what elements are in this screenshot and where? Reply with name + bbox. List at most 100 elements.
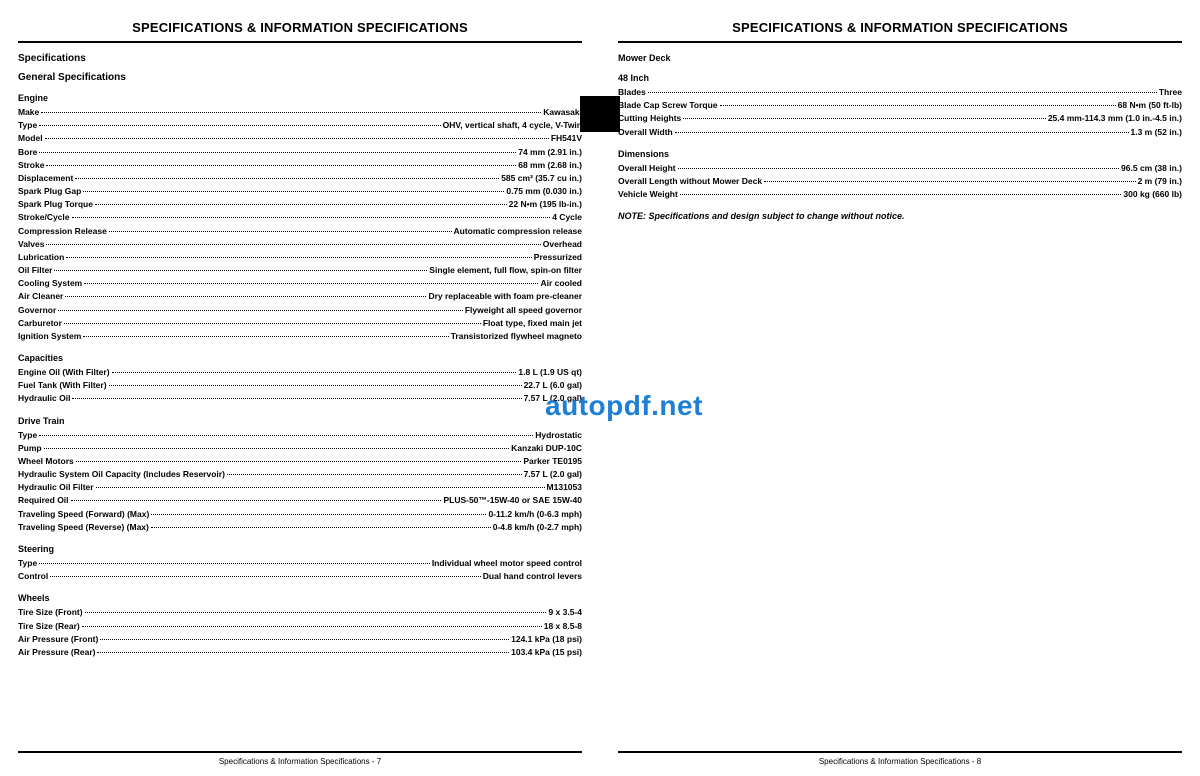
spec-label: Stroke/Cycle	[18, 211, 70, 224]
spec-dots	[227, 474, 522, 475]
spec-value: 7.57 L (2.0 gal)	[524, 392, 582, 405]
spec-dots	[39, 435, 533, 436]
spec-row: Compression ReleaseAutomatic compression…	[18, 225, 582, 238]
spec-value: OHV, vertical shaft, 4 cycle, V-Twin	[443, 119, 582, 132]
spec-dots	[76, 461, 522, 462]
spec-dots	[50, 576, 481, 577]
spec-dots	[66, 257, 532, 258]
group-engine-title: Engine	[18, 93, 582, 103]
spec-value: 18 x 8.5-8	[544, 620, 582, 633]
spec-dots	[75, 178, 499, 179]
spec-row: ControlDual hand control levers	[18, 570, 582, 583]
spec-dots	[71, 500, 442, 501]
spec-value: Overhead	[543, 238, 582, 251]
spec-row: Wheel MotorsParker TE0195	[18, 455, 582, 468]
spec-dots	[41, 112, 541, 113]
spec-label: Air Pressure (Front)	[18, 633, 98, 646]
spec-row: Overall Height96.5 cm (38 in.)	[618, 162, 1182, 175]
spec-dots	[46, 165, 516, 166]
spec-value: Dry replaceable with foam pre-cleaner	[428, 290, 582, 303]
spec-row: Make Kawasaki	[18, 106, 582, 119]
group-dimensions-title: Dimensions	[618, 149, 1182, 159]
spec-label: Make	[18, 106, 39, 119]
spec-row: Air Pressure (Front)124.1 kPa (18 psi)	[18, 633, 582, 646]
spec-row: Vehicle Weight300 kg (660 lb)	[618, 188, 1182, 201]
spec-row: Overall Length without Mower Deck2 m (79…	[618, 175, 1182, 188]
spec-label: Overall Height	[618, 162, 676, 175]
spec-value: 68 N•m (50 ft-lb)	[1118, 99, 1182, 112]
spec-row: Displacement 585 cm³ (35.7 cu in.)	[18, 172, 582, 185]
spec-label: Oil Filter	[18, 264, 52, 277]
spec-dots	[72, 398, 521, 399]
group-wheels-rows: Tire Size (Front)9 x 3.5-4Tire Size (Rea…	[18, 606, 582, 659]
spec-label: Overall Width	[618, 126, 673, 139]
spec-label: Type	[18, 119, 37, 132]
spec-dots	[39, 563, 430, 564]
spec-label: Model	[18, 132, 43, 145]
spec-row: Hydraulic Oil 7.57 L (2.0 gal)	[18, 392, 582, 405]
spec-row: Hydraulic System Oil Capacity (Includes …	[18, 468, 582, 481]
spec-dots	[54, 270, 427, 271]
spec-row: Cooling SystemAir cooled	[18, 277, 582, 290]
spec-value: 0.75 mm (0.030 in.)	[506, 185, 582, 198]
spec-value: 1.3 m (52 in.)	[1131, 126, 1183, 139]
spec-label: Wheel Motors	[18, 455, 74, 468]
spec-row: TypeHydrostatic	[18, 429, 582, 442]
group-mowerdeck-title: Mower Deck	[618, 53, 1182, 63]
spec-label: Cutting Heights	[618, 112, 681, 125]
spec-dots	[85, 612, 547, 613]
spec-value: 103.4 kPa (15 psi)	[511, 646, 582, 659]
spec-label: Valves	[18, 238, 44, 251]
group-steering-title: Steering	[18, 544, 582, 554]
spec-dots	[100, 639, 509, 640]
spec-label: Displacement	[18, 172, 73, 185]
spec-label: Governor	[18, 304, 56, 317]
spec-value: 4 Cycle	[552, 211, 582, 224]
black-square-decoration	[580, 96, 620, 132]
spec-label: Fuel Tank (With Filter)	[18, 379, 107, 392]
spec-row: Tire Size (Rear)18 x 8.5-8	[18, 620, 582, 633]
spec-label: Hydraulic Oil	[18, 392, 70, 405]
spec-value: Single element, full flow, spin-on filte…	[429, 264, 582, 277]
spec-value: 0-4.8 km/h (0-2.7 mph)	[493, 521, 582, 534]
spec-dots	[764, 181, 1136, 182]
spec-label: Cooling System	[18, 277, 82, 290]
spec-label: Lubrication	[18, 251, 64, 264]
spec-row: Air CleanerDry replaceable with foam pre…	[18, 290, 582, 303]
spec-value: Automatic compression release	[454, 225, 583, 238]
spec-dots	[65, 296, 426, 297]
spec-dots	[112, 372, 517, 373]
page-footer-right: Specifications & Information Specificati…	[618, 751, 1182, 766]
page-content-right: Mower Deck 48 Inch BladesThreeBlade Cap …	[618, 43, 1182, 751]
spec-value: 9 x 3.5-4	[548, 606, 582, 619]
spec-row: Traveling Speed (Forward) (Max)0-11.2 km…	[18, 508, 582, 521]
spec-row: ModelFH541V	[18, 132, 582, 145]
spec-value: Dual hand control levers	[483, 570, 582, 583]
spec-row: Stroke/Cycle 4 Cycle	[18, 211, 582, 224]
spec-value: Kanzaki DUP-10C	[511, 442, 582, 455]
spec-label: Traveling Speed (Forward) (Max)	[18, 508, 149, 521]
spec-label: Traveling Speed (Reverse) (Max)	[18, 521, 149, 534]
spec-dots	[680, 194, 1122, 195]
spec-value: Kawasaki	[543, 106, 582, 119]
spec-dots	[675, 132, 1129, 133]
spec-label: Ignition System	[18, 330, 81, 343]
spec-label: Spark Plug Torque	[18, 198, 93, 211]
spec-label: Required Oil	[18, 494, 69, 507]
spec-dots	[97, 652, 509, 653]
spec-value: Pressurized	[534, 251, 582, 264]
group-steering-rows: TypeIndividual wheel motor speed control…	[18, 557, 582, 583]
group-wheels-title: Wheels	[18, 593, 582, 603]
spec-label: Blades	[618, 86, 646, 99]
spec-value: 585 cm³ (35.7 cu in.)	[501, 172, 582, 185]
spec-row: Lubrication Pressurized	[18, 251, 582, 264]
spec-label: Type	[18, 429, 37, 442]
spec-label: Pump	[18, 442, 42, 455]
title-general-specifications: General Specifications	[18, 72, 582, 83]
spec-label: Engine Oil (With Filter)	[18, 366, 110, 379]
spec-value: 22.7 L (6.0 gal)	[524, 379, 582, 392]
spec-row: TypeIndividual wheel motor speed control	[18, 557, 582, 570]
group-engine-rows: Make Kawasaki Type OHV, vertical shaft, 4 c…	[18, 106, 582, 343]
spec-dots	[39, 152, 516, 153]
spec-value: 2 m (79 in.)	[1138, 175, 1182, 188]
